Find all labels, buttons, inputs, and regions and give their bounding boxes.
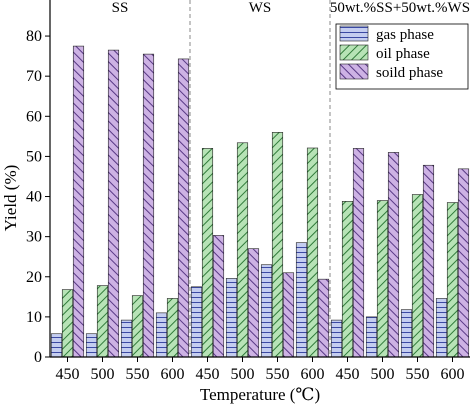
bar-ws-550-oil-phase — [271, 132, 284, 358]
bar-50wt-ss-50wt-ws-450-soild-phase — [352, 148, 365, 358]
y-tick-label: 60 — [26, 108, 42, 125]
legend-label-gas-phase: gas phase — [376, 27, 434, 43]
legend-label-soild-phase: soild phase — [376, 65, 443, 81]
bar-ss-450-gas-phase — [50, 333, 63, 358]
bar-50wt-ss-50wt-ws-550-oil-phase — [411, 194, 424, 358]
bar-ss-450-soild-phase — [72, 45, 85, 358]
bar-ws-550-gas-phase — [260, 264, 273, 358]
x-tick-label: 600 — [301, 366, 325, 383]
bar-ss-600-oil-phase — [166, 298, 179, 358]
bar-50wt-ss-50wt-ws-450-oil-phase — [341, 201, 354, 358]
bar-50wt-ss-50wt-ws-500-oil-phase — [376, 200, 389, 358]
x-tick-label: 600 — [441, 366, 465, 383]
y-tick-label: 40 — [26, 189, 42, 206]
x-tick-label: 550 — [406, 366, 430, 383]
x-tick-label: 550 — [126, 366, 150, 383]
bar-ws-500-oil-phase — [236, 142, 249, 358]
x-tick-label: 500 — [371, 366, 395, 383]
x-tick-label: 600 — [161, 366, 185, 383]
bar-50wt-ss-50wt-ws-500-gas-phase — [365, 316, 378, 358]
legend-swatch-soild-phase — [339, 63, 369, 80]
bar-ss-550-soild-phase — [142, 53, 155, 358]
bar-ss-450-oil-phase — [61, 289, 74, 358]
y-axis-label: Yield (%) — [1, 165, 20, 232]
legend: gas phase oil phase soild phase — [335, 23, 469, 90]
bar-ss-550-gas-phase — [120, 319, 133, 358]
bar-ss-600-gas-phase — [155, 312, 168, 358]
legend-swatch-gas-phase — [339, 25, 369, 42]
x-tick-label: 450 — [56, 366, 80, 383]
y-tick-label: 50 — [26, 148, 42, 165]
bar-50wt-ss-50wt-ws-600-oil-phase — [446, 202, 459, 358]
x-tick-label: 500 — [231, 366, 255, 383]
bar-50wt-ss-50wt-ws-600-soild-phase — [457, 168, 470, 358]
x-tick-label: 450 — [196, 366, 220, 383]
group-label-ws: WS — [249, 0, 272, 16]
bar-ws-450-gas-phase — [190, 286, 203, 358]
bar-ss-600-soild-phase — [177, 58, 190, 358]
bar-50wt-ss-50wt-ws-550-soild-phase — [422, 164, 435, 358]
bar-50wt-ss-50wt-ws-550-gas-phase — [400, 309, 413, 358]
bar-50wt-ss-50wt-ws-600-gas-phase — [435, 298, 448, 358]
x-axis-label: Temperature (℃) — [200, 385, 320, 404]
bar-ws-600-oil-phase — [306, 147, 319, 358]
bar-ss-500-oil-phase — [96, 285, 109, 358]
legend-label-oil-phase: oil phase — [376, 46, 430, 62]
x-tick-label: 450 — [336, 366, 360, 383]
bar-ss-500-soild-phase — [107, 49, 120, 358]
x-tick-label: 550 — [266, 366, 290, 383]
bar-ws-500-gas-phase — [225, 278, 238, 358]
bar-ss-500-gas-phase — [85, 333, 98, 358]
bar-ws-500-soild-phase — [247, 248, 260, 358]
group-label-ss: SS — [112, 0, 129, 16]
y-tick-label: 10 — [26, 309, 42, 326]
bar-ws-450-soild-phase — [212, 235, 225, 358]
y-tick-label: 30 — [26, 229, 42, 246]
y-tick-label: 80 — [26, 28, 42, 45]
y-tick-label: 70 — [26, 68, 42, 85]
bar-ss-550-oil-phase — [131, 295, 144, 358]
bar-50wt-ss-50wt-ws-500-soild-phase — [387, 152, 400, 358]
bar-ws-550-soild-phase — [282, 272, 295, 358]
bar-50wt-ss-50wt-ws-450-gas-phase — [330, 319, 343, 358]
x-tick-label: 500 — [91, 366, 115, 383]
bar-ws-600-soild-phase — [317, 278, 330, 358]
y-tick-label: 20 — [26, 269, 42, 286]
legend-swatch-oil-phase — [339, 44, 369, 61]
bar-ws-600-gas-phase — [295, 242, 308, 358]
bar-ws-450-oil-phase — [201, 148, 214, 358]
y-tick-label: 0 — [34, 349, 42, 366]
group-label-50wt-ss-50wt-ws: 50wt.%SS+50wt.%WS — [330, 0, 470, 16]
